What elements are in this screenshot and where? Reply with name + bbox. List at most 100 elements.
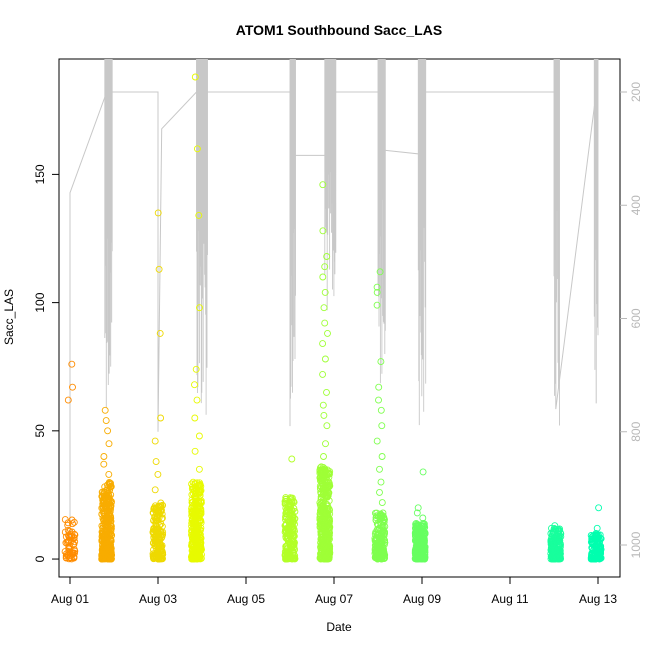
- data-point: [149, 509, 157, 517]
- data-point-outlier: [102, 417, 110, 425]
- data-point-outlier: [104, 427, 112, 435]
- data-point-outlier: [419, 468, 427, 476]
- data-point-outlier: [193, 396, 201, 404]
- data-point: [196, 504, 204, 512]
- data-point-outlier: [320, 411, 328, 419]
- data-point: [590, 555, 598, 563]
- data-point: [284, 535, 291, 543]
- data-point: [149, 527, 157, 535]
- data-point: [318, 466, 326, 474]
- x-tick-label: Aug 13: [579, 592, 617, 606]
- data-point: [64, 521, 72, 529]
- data-point: [379, 522, 387, 530]
- point-cluster-0: [61, 360, 79, 563]
- data-point: [595, 533, 603, 541]
- spike-band-4: [377, 59, 386, 384]
- data-point: [417, 541, 425, 549]
- data-point-outlier: [196, 304, 203, 312]
- data-point: [70, 540, 78, 548]
- data-point: [153, 527, 160, 535]
- data-point: [70, 553, 78, 561]
- data-point: [282, 533, 290, 541]
- spike-band-1: [196, 59, 208, 415]
- data-point-outlier: [373, 283, 381, 291]
- data-point: [196, 534, 204, 542]
- data-point: [290, 498, 298, 506]
- data-point-outlier: [69, 383, 76, 391]
- data-point-outlier: [191, 381, 198, 389]
- data-point-outlier: [377, 358, 385, 366]
- y-axis-label: Sacc_LAS: [2, 289, 16, 345]
- y2-tick-label: 1000: [629, 531, 643, 558]
- data-point: [316, 520, 324, 528]
- data-point-outlier: [413, 509, 421, 517]
- data-point: [319, 501, 327, 509]
- data-point: [372, 541, 380, 549]
- data-point: [317, 540, 325, 548]
- data-point-outlier: [323, 388, 330, 396]
- data-point: [151, 513, 159, 521]
- x-tick-label: Aug 09: [403, 592, 441, 606]
- data-point: [372, 548, 380, 556]
- data-point-outlier: [595, 504, 603, 512]
- spike-band-2: [289, 59, 296, 399]
- data-point: [195, 497, 203, 505]
- data-point: [282, 543, 290, 551]
- data-point: [413, 529, 421, 537]
- data-point: [98, 529, 106, 537]
- data-point-outlier: [152, 458, 160, 466]
- data-point-outlier: [376, 488, 383, 496]
- x-tick-label: Aug 05: [227, 592, 265, 606]
- data-point-outlier: [191, 73, 199, 81]
- data-point: [98, 537, 106, 545]
- data-point: [100, 507, 108, 515]
- data-point: [590, 553, 598, 561]
- data-point: [282, 513, 290, 520]
- data-point-outlier: [323, 422, 331, 430]
- data-point-outlier: [320, 453, 327, 460]
- data-point-outlier: [319, 340, 327, 348]
- data-point: [321, 492, 329, 500]
- data-point: [291, 527, 298, 535]
- data-point: [287, 544, 295, 552]
- data-point-outlier: [101, 406, 109, 414]
- data-point-outlier: [156, 329, 164, 337]
- data-point: [100, 492, 108, 500]
- y2-tick-label: 200: [629, 82, 643, 102]
- data-point: [105, 478, 113, 486]
- data-point-outlier: [191, 414, 199, 422]
- data-point: [318, 551, 326, 559]
- data-point: [62, 539, 70, 547]
- point-cluster-6: [371, 268, 389, 563]
- data-point: [104, 545, 112, 553]
- data-point-outlier: [322, 440, 329, 448]
- data-point-outlier: [195, 465, 203, 473]
- data-point-outlier: [414, 504, 422, 512]
- data-point: [107, 505, 115, 513]
- data-point: [421, 546, 429, 554]
- data-point: [188, 508, 196, 516]
- data-point-outlier: [100, 460, 108, 468]
- data-point: [372, 516, 380, 524]
- data-point-outlier: [157, 414, 165, 422]
- data-point: [286, 500, 294, 508]
- data-point-outlier: [375, 383, 383, 391]
- data-point: [195, 529, 203, 537]
- data-point: [555, 548, 562, 556]
- data-point: [149, 552, 157, 560]
- data-point: [98, 492, 106, 500]
- data-point: [324, 524, 332, 532]
- data-point-outlier: [288, 455, 296, 463]
- data-point: [192, 508, 200, 516]
- data-point-outlier: [376, 465, 383, 473]
- data-point: [150, 524, 158, 532]
- data-point: [380, 550, 388, 558]
- point-cluster-7: [411, 468, 429, 563]
- plot-frame: [58, 58, 621, 578]
- point-cluster-3: [188, 73, 205, 563]
- data-point: [418, 534, 426, 542]
- data-point-outlier: [154, 470, 162, 478]
- data-point-outlier: [319, 273, 327, 281]
- data-point: [380, 553, 388, 561]
